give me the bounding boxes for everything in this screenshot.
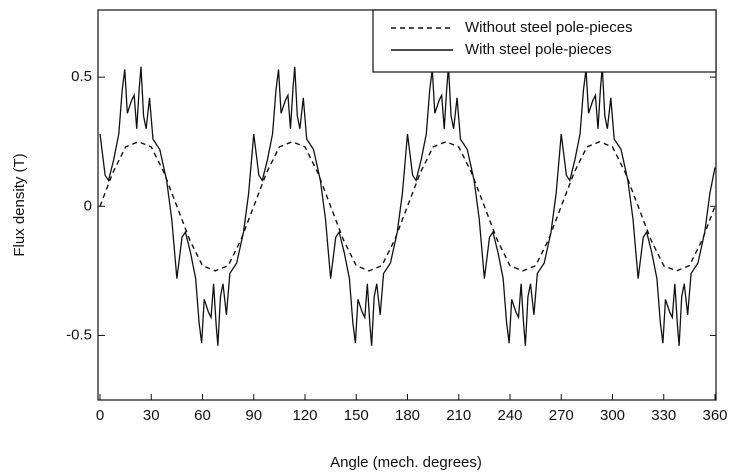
legend-box bbox=[372, 9, 717, 73]
x-tick-label: 120 bbox=[292, 407, 317, 424]
x-tick-label: 30 bbox=[143, 407, 160, 424]
y-axis-label: Flux density (T) bbox=[11, 153, 28, 256]
data-line bbox=[99, 140, 716, 272]
y-tick-label: -0.5 bbox=[66, 326, 92, 343]
data-line bbox=[99, 66, 716, 346]
x-tick-label: 240 bbox=[497, 407, 522, 424]
x-tick-label: 0 bbox=[96, 407, 104, 424]
legend-label: With steel pole-pieces bbox=[465, 41, 612, 58]
x-tick-label: 360 bbox=[702, 407, 727, 424]
x-tick-label: 210 bbox=[446, 407, 471, 424]
x-tick-label: 300 bbox=[600, 407, 625, 424]
x-tick-label: 60 bbox=[194, 407, 211, 424]
x-tick-label: 270 bbox=[549, 407, 574, 424]
x-axis-label: Angle (mech. degrees) bbox=[330, 454, 482, 471]
legend-label: Without steel pole-pieces bbox=[465, 19, 633, 36]
x-tick-label: 330 bbox=[651, 407, 676, 424]
x-tick-label: 90 bbox=[245, 407, 262, 424]
y-tick-label: 0 bbox=[84, 197, 92, 214]
x-tick-label: 150 bbox=[344, 407, 369, 424]
x-tick-label: 180 bbox=[395, 407, 420, 424]
y-tick-label: 0.5 bbox=[71, 68, 92, 85]
